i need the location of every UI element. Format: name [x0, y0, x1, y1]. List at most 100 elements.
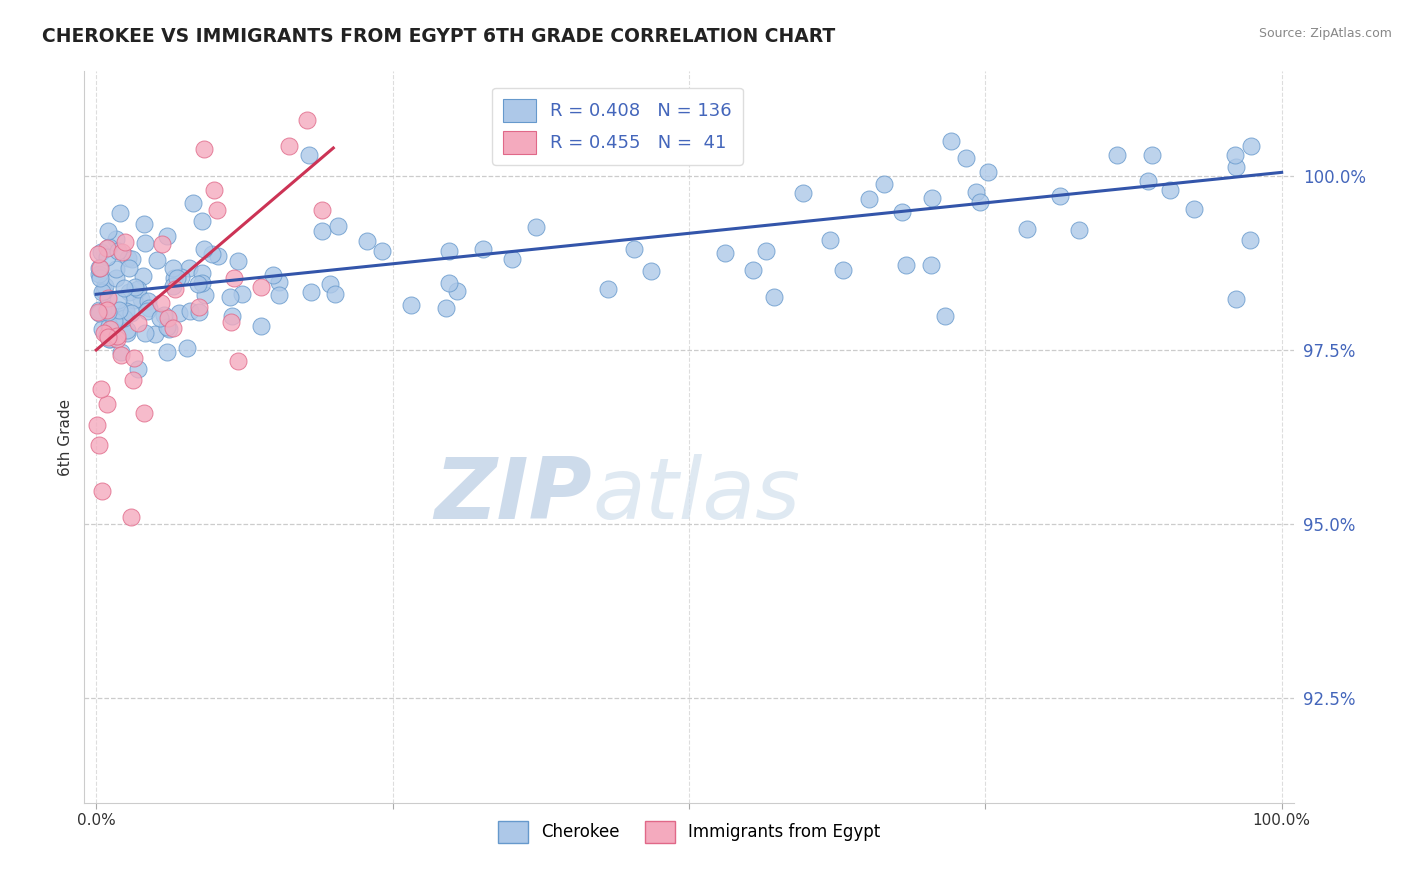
Point	[934, 309, 956, 323]
Point	[181, 195, 204, 210]
Point	[97, 329, 120, 343]
Point	[323, 287, 346, 301]
Point	[370, 244, 392, 259]
Point	[86, 418, 108, 433]
Point	[156, 228, 179, 243]
Point	[98, 240, 121, 254]
Point	[219, 315, 242, 329]
Point	[219, 290, 242, 304]
Text: ZIP: ZIP	[434, 454, 592, 537]
Point	[117, 251, 139, 265]
Point	[136, 304, 159, 318]
Point	[127, 362, 149, 376]
Point	[179, 304, 201, 318]
Point	[202, 183, 225, 197]
Point	[1239, 233, 1261, 247]
Point	[104, 232, 127, 246]
Point	[105, 262, 128, 277]
Point	[818, 233, 841, 247]
Point	[118, 285, 141, 299]
Point	[162, 260, 184, 275]
Point	[295, 113, 318, 128]
Point	[167, 306, 190, 320]
Point	[1225, 161, 1247, 175]
Point	[250, 319, 273, 334]
Point	[1136, 174, 1159, 188]
Point	[977, 165, 1000, 179]
Point	[110, 348, 132, 362]
Point	[112, 311, 135, 326]
Point	[111, 245, 134, 260]
Point	[97, 291, 120, 305]
Point	[832, 263, 855, 277]
Point	[222, 271, 245, 285]
Point	[103, 314, 125, 328]
Point	[207, 249, 229, 263]
Point	[177, 260, 200, 275]
Point	[96, 241, 118, 255]
Point	[156, 344, 179, 359]
Point	[108, 312, 131, 326]
Point	[1049, 189, 1071, 203]
Point	[105, 332, 128, 346]
Point	[96, 302, 118, 317]
Point	[132, 268, 155, 283]
Point	[319, 277, 342, 292]
Point	[1223, 148, 1246, 162]
Point	[226, 354, 249, 368]
Point	[110, 344, 132, 359]
Point	[446, 284, 468, 298]
Point	[105, 329, 128, 343]
Point	[97, 319, 120, 334]
Point	[118, 261, 141, 276]
Point	[873, 177, 896, 191]
Point	[107, 244, 129, 259]
Point	[129, 292, 152, 306]
Point	[267, 275, 290, 289]
Point	[1225, 292, 1247, 306]
Point	[115, 326, 138, 340]
Point	[90, 322, 112, 336]
Point	[162, 321, 184, 335]
Text: atlas: atlas	[592, 454, 800, 537]
Point	[623, 242, 645, 256]
Point	[122, 373, 145, 387]
Point	[127, 316, 149, 330]
Point	[156, 320, 179, 334]
Point	[93, 279, 115, 293]
Point	[1015, 222, 1038, 236]
Point	[193, 242, 215, 256]
Point	[201, 247, 224, 261]
Point	[277, 138, 299, 153]
Point	[231, 286, 253, 301]
Point	[107, 293, 129, 307]
Point	[121, 252, 143, 266]
Point	[97, 305, 120, 319]
Point	[262, 268, 284, 283]
Point	[1159, 183, 1181, 197]
Point	[193, 142, 215, 156]
Point	[98, 322, 121, 336]
Point	[96, 397, 118, 411]
Point	[143, 326, 166, 341]
Point	[157, 322, 180, 336]
Point	[120, 510, 142, 524]
Point	[191, 266, 214, 280]
Point	[98, 332, 121, 346]
Point	[858, 192, 880, 206]
Text: CHEROKEE VS IMMIGRANTS FROM EGYPT 6TH GRADE CORRELATION CHART: CHEROKEE VS IMMIGRANTS FROM EGYPT 6TH GR…	[42, 27, 835, 45]
Point	[299, 285, 322, 299]
Point	[437, 244, 460, 259]
Point	[124, 280, 146, 294]
Point	[93, 284, 115, 298]
Point	[890, 204, 912, 219]
Point	[162, 279, 184, 293]
Point	[90, 382, 112, 396]
Point	[87, 303, 110, 318]
Point	[762, 291, 785, 305]
Point	[298, 147, 321, 161]
Point	[136, 293, 159, 308]
Point	[1105, 148, 1128, 162]
Point	[640, 264, 662, 278]
Point	[792, 186, 814, 200]
